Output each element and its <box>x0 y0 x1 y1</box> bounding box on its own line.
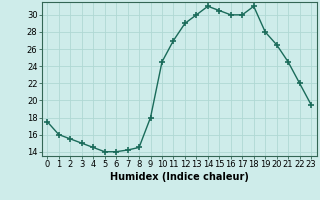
X-axis label: Humidex (Indice chaleur): Humidex (Indice chaleur) <box>110 172 249 182</box>
